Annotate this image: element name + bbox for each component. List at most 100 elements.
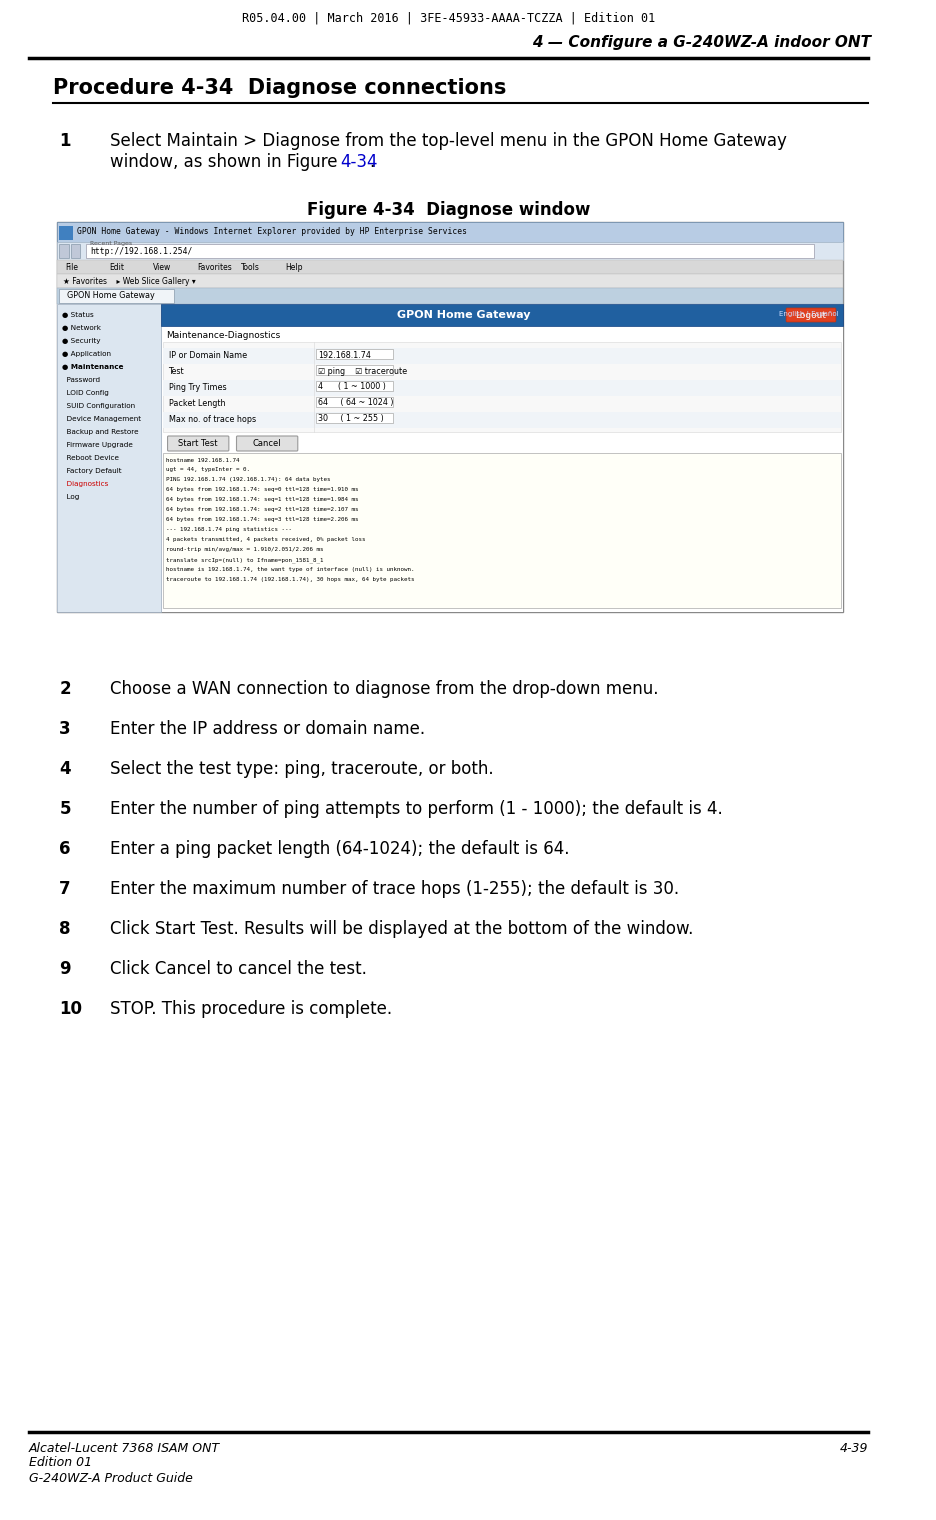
Text: Ping Try Times: Ping Try Times xyxy=(168,383,226,392)
Text: ● Status: ● Status xyxy=(62,312,94,318)
Text: Logout: Logout xyxy=(795,310,826,319)
Bar xyxy=(57,304,161,613)
Text: Password: Password xyxy=(62,377,100,383)
Text: Figure 4-34  Diagnose window: Figure 4-34 Diagnose window xyxy=(307,201,590,219)
Text: 4-39: 4-39 xyxy=(839,1441,868,1455)
Text: Procedure 4-34  Diagnose connections: Procedure 4-34 Diagnose connections xyxy=(52,78,505,97)
Bar xyxy=(57,222,841,242)
Bar xyxy=(315,413,392,423)
Text: Backup and Restore: Backup and Restore xyxy=(62,429,139,435)
Text: 64 bytes from 192.168.1.74: seq=2 ttl=128 time=2.107 ms: 64 bytes from 192.168.1.74: seq=2 ttl=12… xyxy=(166,508,358,512)
Text: Max no. of trace hops: Max no. of trace hops xyxy=(168,415,256,424)
Text: Enter a ping packet length (64-1024); the default is 64.: Enter a ping packet length (64-1024); th… xyxy=(110,841,569,857)
Text: LOID Config: LOID Config xyxy=(62,391,109,397)
Bar xyxy=(315,382,392,391)
Text: ● Application: ● Application xyxy=(62,351,111,357)
Text: ● Network: ● Network xyxy=(62,325,101,331)
Text: http://192.168.1.254/: http://192.168.1.254/ xyxy=(90,246,192,255)
Text: Recent Pages: Recent Pages xyxy=(90,242,132,246)
Text: G-240WZ-A Product Guide: G-240WZ-A Product Guide xyxy=(29,1471,193,1485)
Text: IP or Domain Name: IP or Domain Name xyxy=(168,351,246,360)
Text: STOP. This procedure is complete.: STOP. This procedure is complete. xyxy=(110,1000,392,1018)
Text: 4      ( 1 ~ 1000 ): 4 ( 1 ~ 1000 ) xyxy=(317,383,386,392)
Text: PING 192.168.1.74 (192.168.1.74): 64 data bytes: PING 192.168.1.74 (192.168.1.74): 64 dat… xyxy=(166,477,329,482)
Text: Enter the maximum number of trace hops (1-255); the default is 30.: Enter the maximum number of trace hops (… xyxy=(110,880,679,898)
Text: 192.168.1.74: 192.168.1.74 xyxy=(317,351,371,360)
Text: English | Español: English | Español xyxy=(779,312,838,319)
Text: File: File xyxy=(65,263,78,272)
Text: ugt = 44, typeInter = 0.: ugt = 44, typeInter = 0. xyxy=(166,468,249,473)
Text: GPON Home Gateway: GPON Home Gateway xyxy=(396,310,530,321)
Bar xyxy=(71,245,80,258)
FancyBboxPatch shape xyxy=(785,309,835,322)
Bar xyxy=(57,304,841,613)
Text: 7: 7 xyxy=(59,880,71,898)
Text: Firmware Upgrade: Firmware Upgrade xyxy=(62,442,133,448)
Text: --- 192.168.1.74 ping statistics ---: --- 192.168.1.74 ping statistics --- xyxy=(166,527,291,532)
Text: 4-34: 4-34 xyxy=(340,154,377,172)
Text: Help: Help xyxy=(285,263,302,272)
Text: Click Start Test. Results will be displayed at the bottom of the window.: Click Start Test. Results will be displa… xyxy=(110,920,693,938)
Bar xyxy=(163,380,840,397)
Text: Reboot Device: Reboot Device xyxy=(62,454,119,461)
Text: Tools: Tools xyxy=(241,263,260,272)
FancyBboxPatch shape xyxy=(59,289,174,302)
Text: 1: 1 xyxy=(59,132,71,150)
Text: Cancel: Cancel xyxy=(253,438,281,447)
Text: Select the test type: ping, traceroute, or both.: Select the test type: ping, traceroute, … xyxy=(110,760,493,778)
Bar xyxy=(59,226,73,240)
Text: ● Maintenance: ● Maintenance xyxy=(62,363,124,369)
Text: R05.04.00 | March 2016 | 3FE-45933-AAAA-TCZZA | Edition 01: R05.04.00 | March 2016 | 3FE-45933-AAAA-… xyxy=(241,12,654,24)
Bar xyxy=(86,245,813,258)
Text: 3: 3 xyxy=(59,720,71,739)
Bar xyxy=(163,348,840,363)
FancyBboxPatch shape xyxy=(236,436,298,451)
Bar xyxy=(57,274,841,287)
Bar xyxy=(315,350,392,359)
Text: .: . xyxy=(369,154,374,172)
Bar xyxy=(57,260,841,274)
Text: hostname is 192.168.1.74, the want type of interface (null) is unknown.: hostname is 192.168.1.74, the want type … xyxy=(166,567,414,573)
Text: 2: 2 xyxy=(59,679,71,698)
Text: Edition 01: Edition 01 xyxy=(29,1456,92,1470)
Text: GPON Home Gateway: GPON Home Gateway xyxy=(67,292,154,301)
Text: window, as shown in Figure: window, as shown in Figure xyxy=(110,154,343,172)
Text: 6: 6 xyxy=(59,841,71,857)
Text: Maintenance-Diagnostics: Maintenance-Diagnostics xyxy=(167,331,281,340)
Text: Start Test: Start Test xyxy=(178,438,218,447)
Bar xyxy=(57,287,841,304)
Text: 4 packets transmitted, 4 packets received, 0% packet loss: 4 packets transmitted, 4 packets receive… xyxy=(166,538,365,543)
Text: Log: Log xyxy=(62,494,80,500)
Text: 64 bytes from 192.168.1.74: seq=0 ttl=128 time=1.910 ms: 64 bytes from 192.168.1.74: seq=0 ttl=12… xyxy=(166,488,358,492)
Text: hostname 192.168.1.74: hostname 192.168.1.74 xyxy=(166,458,239,462)
Text: Diagnostics: Diagnostics xyxy=(62,480,109,486)
Text: 64 bytes from 192.168.1.74: seq=3 ttl=128 time=2.206 ms: 64 bytes from 192.168.1.74: seq=3 ttl=12… xyxy=(166,517,358,523)
Text: round-trip min/avg/max = 1.910/2.051/2.206 ms: round-trip min/avg/max = 1.910/2.051/2.2… xyxy=(166,547,323,552)
Text: SUID Configuration: SUID Configuration xyxy=(62,403,135,409)
Text: Alcatel-Lucent 7368 ISAM ONT: Alcatel-Lucent 7368 ISAM ONT xyxy=(29,1441,220,1455)
Bar xyxy=(59,245,69,258)
Text: Edit: Edit xyxy=(109,263,124,272)
Bar xyxy=(163,453,840,608)
Text: 8: 8 xyxy=(59,920,71,938)
Bar xyxy=(315,397,392,407)
Text: 10: 10 xyxy=(59,1000,82,1018)
Text: Device Management: Device Management xyxy=(62,416,141,423)
Text: ☑ ping    ☑ traceroute: ☑ ping ☑ traceroute xyxy=(317,366,406,375)
Text: 64 bytes from 192.168.1.74: seq=1 ttl=128 time=1.984 ms: 64 bytes from 192.168.1.74: seq=1 ttl=12… xyxy=(166,497,358,503)
Text: GPON Home Gateway - Windows Internet Explorer provided by HP Enterprise Services: GPON Home Gateway - Windows Internet Exp… xyxy=(77,228,466,237)
Text: Favorites: Favorites xyxy=(197,263,232,272)
Text: Choose a WAN connection to diagnose from the drop-down menu.: Choose a WAN connection to diagnose from… xyxy=(110,679,658,698)
Text: Enter the number of ping attempts to perform (1 - 1000); the default is 4.: Enter the number of ping attempts to per… xyxy=(110,800,722,818)
Text: 4: 4 xyxy=(59,760,71,778)
Text: translate srcIp=(null) to Ifname=pon_1581_8_1: translate srcIp=(null) to Ifname=pon_158… xyxy=(166,558,323,562)
Text: View: View xyxy=(154,263,171,272)
Bar xyxy=(315,365,392,375)
Text: Factory Default: Factory Default xyxy=(62,468,122,474)
Text: ● Security: ● Security xyxy=(62,337,101,344)
Text: 30     ( 1 ~ 255 ): 30 ( 1 ~ 255 ) xyxy=(317,415,383,424)
Text: Enter the IP address or domain name.: Enter the IP address or domain name. xyxy=(110,720,425,739)
Bar xyxy=(161,304,841,325)
Text: Click Cancel to cancel the test.: Click Cancel to cancel the test. xyxy=(110,961,367,977)
Text: 4 — Configure a G-240WZ-A indoor ONT: 4 — Configure a G-240WZ-A indoor ONT xyxy=(532,35,870,50)
